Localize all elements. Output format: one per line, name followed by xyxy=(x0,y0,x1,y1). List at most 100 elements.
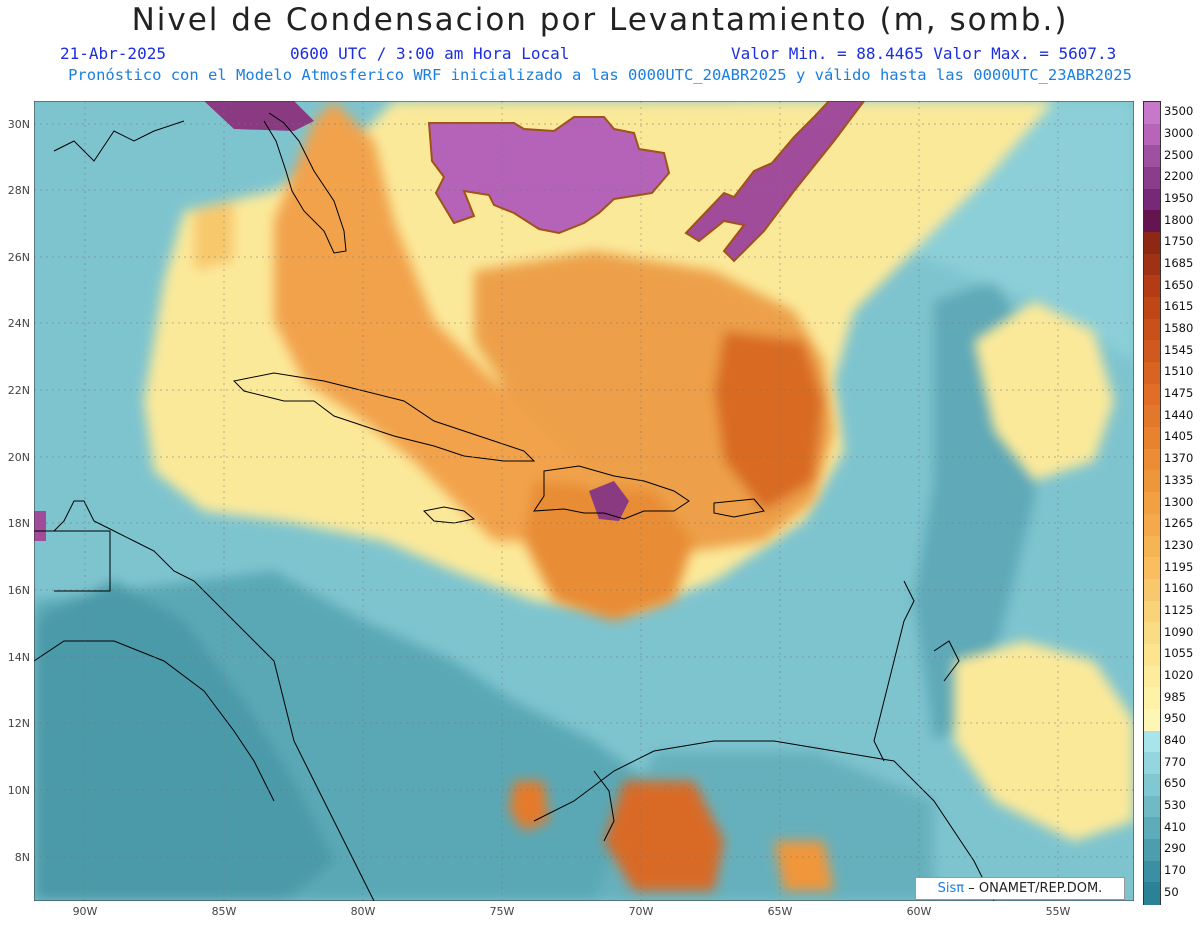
min-max-values: Valor Min. = 88.4465 Valor Max. = 5607.3 xyxy=(731,44,1117,63)
sispi-logo-text: Sisπ xyxy=(937,881,965,896)
colorbar-swatch xyxy=(1144,687,1160,710)
colorbar-label: 410 xyxy=(1164,819,1186,834)
model-subtitle: Pronóstico con el Modelo Atmosferico WRF… xyxy=(68,66,1132,84)
lon-label: 75W xyxy=(489,905,515,918)
colorbar-swatch xyxy=(1144,275,1160,298)
lat-label: 18N xyxy=(7,517,30,530)
colorbar-label: 1510 xyxy=(1164,364,1194,379)
colorbar-swatch xyxy=(1144,882,1160,905)
lat-label: 26N xyxy=(7,251,30,264)
lat-label: 28N xyxy=(7,184,30,197)
colorbar-label: 50 xyxy=(1164,884,1179,899)
colorbar-label: 1440 xyxy=(1164,407,1194,422)
colorbar-label: 1950 xyxy=(1164,191,1194,206)
colorbar-swatch xyxy=(1144,318,1160,342)
colorbar-swatch xyxy=(1144,470,1160,493)
colorbar-label: 1335 xyxy=(1164,472,1194,487)
colorbar-label: 1650 xyxy=(1164,277,1194,292)
grid xyxy=(34,101,1134,901)
colorbar-swatch xyxy=(1144,232,1160,255)
colorbar-swatch xyxy=(1144,102,1160,125)
lat-label: 14N xyxy=(7,651,30,664)
colorbar-label: 2500 xyxy=(1164,147,1194,162)
colorbar-swatch xyxy=(1144,622,1160,645)
colorbar-swatch xyxy=(1144,730,1160,753)
colorbar-label: 170 xyxy=(1164,862,1186,877)
colorbar-swatch xyxy=(1144,123,1160,146)
colorbar-swatch xyxy=(1144,145,1160,168)
lat-label: 30N xyxy=(7,118,30,131)
onamet-credit: – ONAMET/REP.DOM. xyxy=(968,881,1103,896)
colorbar-label: 1160 xyxy=(1164,581,1194,596)
colorbar-swatch xyxy=(1144,708,1160,732)
coastlines xyxy=(34,112,995,901)
lat-label: 8N xyxy=(14,851,30,864)
colorbar-label: 3500 xyxy=(1164,104,1194,119)
lat-label: 24N xyxy=(7,317,30,330)
colorbar-label: 2200 xyxy=(1164,169,1194,184)
lon-label: 60W xyxy=(906,905,932,918)
colorbar-label: 1125 xyxy=(1164,602,1194,617)
lon-label: 70W xyxy=(628,905,654,918)
colorbar-swatch xyxy=(1144,362,1160,385)
colorbar-swatch xyxy=(1144,188,1160,211)
colorbar-label: 1545 xyxy=(1164,342,1194,357)
colorbar-label: 950 xyxy=(1164,711,1186,726)
colorbar-label: 290 xyxy=(1164,841,1186,856)
colorbar-swatch xyxy=(1144,578,1160,602)
colorbar-label: 1370 xyxy=(1164,451,1194,466)
colorbar-label: 1020 xyxy=(1164,667,1194,682)
colorbar-swatch xyxy=(1144,340,1160,363)
colorbar-swatch xyxy=(1144,643,1160,667)
colorbar-label: 1580 xyxy=(1164,321,1194,336)
map-title: Nivel de Condensacion por Levantamiento … xyxy=(131,2,1069,38)
colorbar-swatch xyxy=(1144,513,1160,537)
colorbar-label: 1195 xyxy=(1164,559,1194,574)
colorbar-swatch xyxy=(1144,860,1160,883)
colorbar-label: 1300 xyxy=(1164,494,1194,509)
colorbar-swatch xyxy=(1144,210,1160,233)
lcl-map xyxy=(34,101,1134,901)
colorbar-label: 840 xyxy=(1164,732,1186,747)
colorbar-label: 770 xyxy=(1164,754,1186,769)
colorbar-swatch xyxy=(1144,838,1160,862)
colorbar-label: 530 xyxy=(1164,797,1186,812)
colorbar-swatch xyxy=(1144,448,1160,472)
colorbar-swatch xyxy=(1144,492,1160,515)
colorbar-label: 1405 xyxy=(1164,429,1194,444)
colorbar-label: 3000 xyxy=(1164,126,1194,140)
lat-label: 20N xyxy=(7,451,30,464)
colorbar-swatch xyxy=(1144,773,1160,797)
colorbar-swatch xyxy=(1144,557,1160,580)
colorbar-label: 1615 xyxy=(1164,299,1194,314)
colorbar-swatch xyxy=(1144,167,1160,190)
forecast-date: 21-Abr-2025 xyxy=(60,44,166,63)
purple-regions xyxy=(34,101,866,541)
orange-region xyxy=(274,101,834,891)
colorbar-swatch xyxy=(1144,817,1160,840)
lat-label: 12N xyxy=(7,717,30,730)
colorbar-label: 1800 xyxy=(1164,212,1194,227)
lat-label: 10N xyxy=(7,784,30,797)
colorbar-label: 650 xyxy=(1164,776,1186,791)
lat-label: 22N xyxy=(7,384,30,397)
colorbar-label: 1090 xyxy=(1164,624,1194,639)
lon-label: 65W xyxy=(767,905,793,918)
colorbar-label: 1750 xyxy=(1164,234,1194,249)
credit-box: Sisπ – ONAMET/REP.DOM. xyxy=(915,877,1125,900)
colorbar-swatch xyxy=(1144,253,1160,276)
colorbar-swatch xyxy=(1144,752,1160,775)
lon-label: 90W xyxy=(72,905,98,918)
colorbar-swatch xyxy=(1144,600,1160,623)
lon-label: 80W xyxy=(350,905,376,918)
colorbar-swatch xyxy=(1144,297,1160,320)
forecast-time: 0600 UTC / 3:00 am Hora Local xyxy=(290,44,570,63)
lon-label: 85W xyxy=(211,905,237,918)
colorbar-label: 1685 xyxy=(1164,256,1194,271)
colorbar xyxy=(1143,101,1161,905)
lon-label: 55W xyxy=(1045,905,1071,918)
colorbar-swatch xyxy=(1144,405,1160,428)
colorbar-label: 985 xyxy=(1164,689,1186,704)
colorbar-swatch xyxy=(1144,535,1160,558)
colorbar-swatch xyxy=(1144,427,1160,450)
